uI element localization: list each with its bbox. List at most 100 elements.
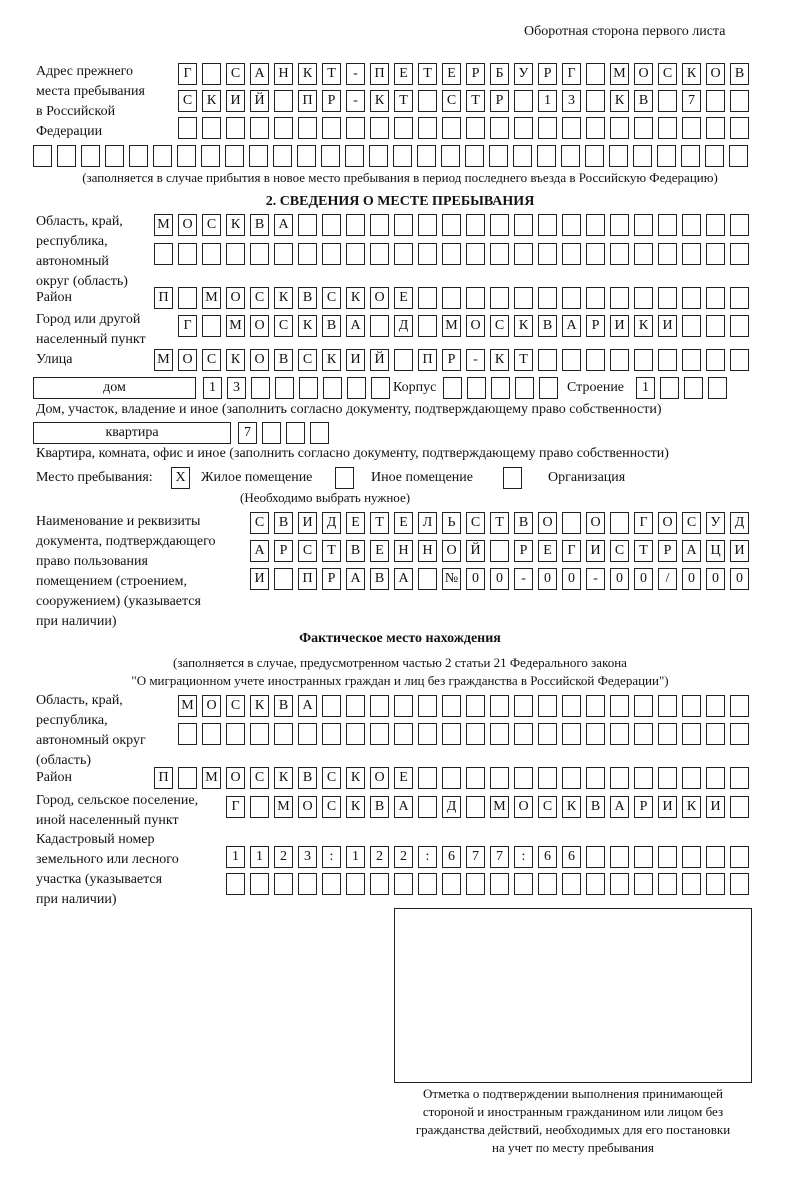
char-cell[interactable]: С (322, 287, 341, 309)
char-cell[interactable] (562, 117, 581, 139)
char-cell[interactable]: К (226, 349, 245, 371)
char-cell[interactable] (201, 145, 220, 167)
char-cell[interactable] (177, 145, 196, 167)
char-cell[interactable]: С (202, 349, 221, 371)
char-cell[interactable] (369, 145, 388, 167)
char-cell[interactable]: И (610, 315, 629, 337)
char-cell[interactable]: 7 (238, 422, 257, 444)
char-cell[interactable] (226, 243, 245, 265)
char-cell[interactable]: Л (418, 512, 437, 534)
char-cell[interactable]: М (154, 349, 173, 371)
char-cell[interactable]: Г (178, 63, 197, 85)
char-cell[interactable]: В (298, 287, 317, 309)
char-cell[interactable] (418, 287, 437, 309)
char-cell[interactable]: О (178, 349, 197, 371)
char-cell[interactable] (250, 117, 269, 139)
char-cell[interactable]: В (370, 568, 389, 590)
char-cell[interactable] (418, 90, 437, 112)
char-cell[interactable] (393, 145, 412, 167)
char-cell[interactable]: М (610, 63, 629, 85)
char-cell[interactable]: П (418, 349, 437, 371)
char-cell[interactable]: Р (634, 796, 653, 818)
char-cell[interactable] (466, 767, 485, 789)
char-cell[interactable] (730, 723, 749, 745)
char-cell[interactable] (490, 540, 509, 562)
char-cell[interactable] (442, 243, 461, 265)
char-cell[interactable] (298, 873, 317, 895)
char-cell[interactable]: С (298, 540, 317, 562)
char-cell[interactable] (586, 243, 605, 265)
char-cell[interactable]: О (514, 796, 533, 818)
char-cell[interactable] (490, 287, 509, 309)
char-cell[interactable] (345, 145, 364, 167)
char-cell[interactable] (537, 145, 556, 167)
char-cell[interactable]: О (250, 349, 269, 371)
char-cell[interactable] (730, 243, 749, 265)
char-cell[interactable] (634, 243, 653, 265)
char-cell[interactable] (538, 243, 557, 265)
prev-address-row-3[interactable] (178, 117, 749, 139)
char-cell[interactable] (466, 214, 485, 236)
char-cell[interactable]: Т (634, 540, 653, 562)
char-cell[interactable]: О (658, 512, 677, 534)
flat-number-cells[interactable]: 7 (238, 422, 329, 444)
char-cell[interactable] (610, 243, 629, 265)
char-cell[interactable] (226, 873, 245, 895)
char-cell[interactable] (586, 695, 605, 717)
char-cell[interactable] (660, 377, 679, 399)
char-cell[interactable] (538, 873, 557, 895)
char-cell[interactable] (562, 873, 581, 895)
char-cell[interactable]: Н (418, 540, 437, 562)
char-cell[interactable]: В (322, 315, 341, 337)
char-cell[interactable] (634, 287, 653, 309)
char-cell[interactable] (562, 767, 581, 789)
char-cell[interactable] (538, 723, 557, 745)
char-cell[interactable]: Р (322, 90, 341, 112)
char-cell[interactable]: 7 (466, 846, 485, 868)
char-cell[interactable]: О (226, 767, 245, 789)
char-cell[interactable]: И (730, 540, 749, 562)
char-cell[interactable]: Т (370, 512, 389, 534)
char-cell[interactable]: С (538, 796, 557, 818)
char-cell[interactable]: Т (418, 63, 437, 85)
char-cell[interactable]: - (346, 90, 365, 112)
char-cell[interactable] (610, 117, 629, 139)
char-cell[interactable] (274, 873, 293, 895)
char-cell[interactable]: Р (274, 540, 293, 562)
char-cell[interactable] (466, 117, 485, 139)
char-cell[interactable] (322, 873, 341, 895)
char-cell[interactable]: О (250, 315, 269, 337)
char-cell[interactable] (226, 723, 245, 745)
char-cell[interactable] (297, 145, 316, 167)
char-cell[interactable] (394, 349, 413, 371)
char-cell[interactable] (370, 117, 389, 139)
char-cell[interactable]: 0 (466, 568, 485, 590)
char-cell[interactable]: М (154, 214, 173, 236)
char-cell[interactable] (490, 243, 509, 265)
char-cell[interactable] (418, 695, 437, 717)
char-cell[interactable]: С (658, 63, 677, 85)
char-cell[interactable] (515, 377, 534, 399)
char-cell[interactable] (514, 767, 533, 789)
char-cell[interactable]: В (634, 90, 653, 112)
char-cell[interactable] (658, 767, 677, 789)
char-cell[interactable] (250, 796, 269, 818)
char-cell[interactable] (610, 287, 629, 309)
char-cell[interactable]: М (226, 315, 245, 337)
char-cell[interactable] (730, 117, 749, 139)
char-cell[interactable] (538, 117, 557, 139)
char-cell[interactable]: Е (394, 767, 413, 789)
char-cell[interactable] (730, 349, 749, 371)
char-cell[interactable] (684, 377, 703, 399)
char-cell[interactable] (706, 767, 725, 789)
char-cell[interactable] (538, 767, 557, 789)
char-cell[interactable]: Е (394, 63, 413, 85)
char-cell[interactable] (730, 796, 749, 818)
char-cell[interactable] (154, 243, 173, 265)
char-cell[interactable]: 3 (562, 90, 581, 112)
char-cell[interactable]: Н (274, 63, 293, 85)
char-cell[interactable] (346, 873, 365, 895)
